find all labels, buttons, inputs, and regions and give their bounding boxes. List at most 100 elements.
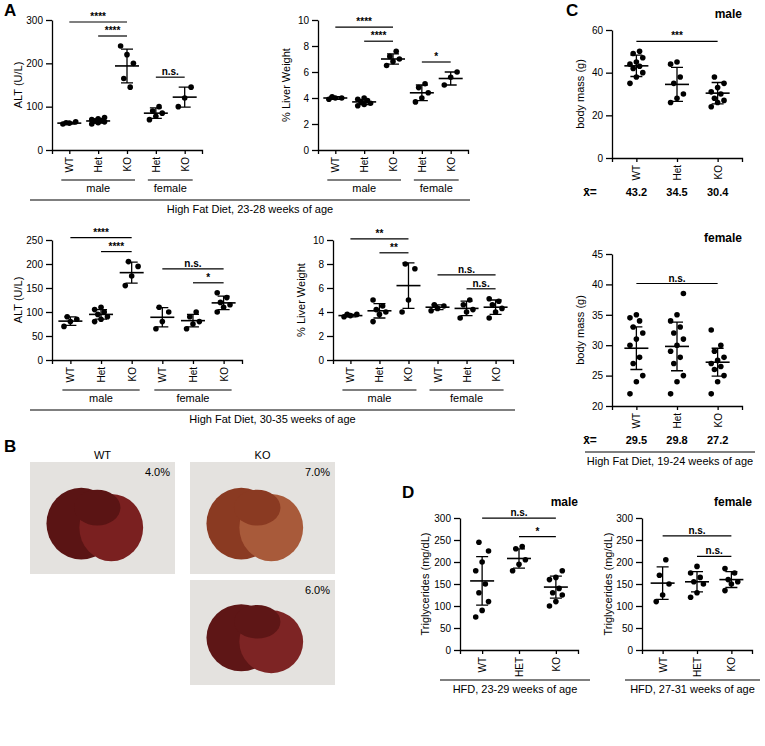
- y-axis: 0246810: [298, 15, 319, 156]
- y-tick: 45: [592, 249, 612, 260]
- x-tick: HET: [692, 650, 703, 677]
- data-point: [681, 291, 687, 297]
- significance-label: **: [390, 242, 398, 253]
- y-tick-mark: [46, 107, 52, 108]
- x-tick-label: KO: [127, 367, 138, 382]
- y-tick: 200: [434, 557, 460, 568]
- data-point: [627, 391, 633, 397]
- data-point: [681, 373, 687, 379]
- data-point: [547, 603, 553, 609]
- x-tick: WT: [631, 406, 642, 429]
- marks: [624, 49, 729, 110]
- dot-plot: 050100150200250300WTHETKOTriglycerides (…: [602, 495, 760, 695]
- x-tick: WT: [65, 360, 76, 383]
- group-label: female: [176, 392, 209, 404]
- x-tick-label: WT: [631, 165, 642, 181]
- group-label: female: [154, 182, 187, 194]
- data-point: [627, 81, 633, 87]
- y-axis: 050100150200250300: [434, 513, 460, 656]
- y-tick-label: 100: [616, 601, 633, 612]
- x-tick-mark: [69, 150, 70, 154]
- x-tick-mark: [717, 406, 718, 410]
- data-point: [671, 81, 677, 87]
- x-axis: WTHetKOWTHetKO: [334, 360, 514, 383]
- marks: [338, 261, 507, 324]
- caption: High Fat Diet, 19-24 weeks of age: [587, 455, 753, 467]
- x-tick-label: KO: [403, 367, 414, 382]
- mean-symbol: x̄=: [583, 185, 597, 199]
- data-point: [422, 81, 428, 87]
- x-tick-label: Het: [151, 157, 162, 173]
- y-tick-label: 8: [318, 259, 324, 270]
- x-tick: WT: [433, 360, 444, 383]
- y-tick-label: 0: [37, 355, 43, 366]
- data-point: [640, 330, 646, 336]
- chart-title: female: [704, 231, 742, 245]
- data-point: [721, 355, 727, 361]
- data-point: [102, 115, 108, 121]
- y-tick: 250: [26, 235, 52, 246]
- x-tick-label: Het: [417, 157, 428, 173]
- liver-weight-label: 6.0%: [305, 584, 330, 596]
- x-tick-label: Het: [672, 165, 683, 181]
- y-tick-mark: [312, 98, 318, 99]
- y-tick: 150: [616, 579, 642, 590]
- data-point: [473, 568, 479, 574]
- y-axis-title: % Liver Weight: [280, 48, 292, 122]
- y-tick: 0: [37, 355, 52, 366]
- y-tick-mark: [606, 115, 612, 116]
- y-tick: 100: [26, 307, 52, 318]
- y-tick: 300: [26, 15, 52, 26]
- x-tick-mark: [556, 650, 557, 654]
- y-tick-label: 300: [434, 513, 451, 524]
- data-point: [697, 575, 703, 581]
- data-point: [467, 297, 473, 303]
- error-bar: [121, 49, 133, 83]
- data-point: [370, 319, 376, 325]
- x-tick-label: KO: [180, 157, 191, 172]
- x-tick: WT: [631, 158, 642, 181]
- x-tick-mark: [127, 150, 128, 154]
- error-bar: [671, 322, 683, 371]
- marks: [323, 48, 462, 108]
- y-tick-label: 40: [592, 67, 604, 78]
- y-tick: 300: [616, 513, 642, 524]
- data-point: [674, 379, 680, 385]
- y-tick: 4: [318, 307, 333, 318]
- y-tick: 40: [592, 279, 612, 290]
- significance-label: ***: [671, 30, 683, 41]
- x-axis-line: [613, 407, 743, 411]
- y-tick-mark: [312, 46, 318, 47]
- y-tick-mark: [454, 518, 460, 519]
- data-point: [399, 309, 405, 315]
- y-axis-line: [612, 255, 613, 407]
- significance-label: ****: [93, 227, 109, 238]
- error-bar: [63, 122, 75, 124]
- x-tick: KO: [446, 150, 457, 171]
- x-tick: Het: [188, 360, 199, 383]
- x-axis-line: [53, 151, 203, 155]
- x-tick-label: KO: [713, 413, 724, 428]
- data-point: [718, 342, 724, 348]
- y-tick-label: 100: [26, 307, 43, 318]
- x-tick-mark: [697, 650, 698, 654]
- data-point: [677, 355, 683, 361]
- y-tick-mark: [636, 650, 642, 651]
- x-tick: Het: [96, 360, 107, 383]
- y-tick-label: 150: [434, 579, 451, 590]
- data-point: [461, 302, 467, 308]
- error-bar: [64, 317, 76, 326]
- x-tick-mark: [393, 150, 394, 154]
- y-tick: 10: [298, 15, 318, 26]
- data-point: [668, 100, 674, 106]
- x-tick-label: Het: [374, 367, 385, 383]
- y-tick: 300: [434, 513, 460, 524]
- error-bar: [476, 557, 488, 605]
- x-tick: Het: [672, 158, 683, 181]
- y-tick-label: 200: [26, 259, 43, 270]
- x-axis: WTHetKO: [613, 158, 743, 181]
- mean-line: [323, 97, 347, 99]
- y-tick: 100: [434, 601, 460, 612]
- x-axis-line: [53, 361, 243, 365]
- error-bar: [432, 305, 444, 310]
